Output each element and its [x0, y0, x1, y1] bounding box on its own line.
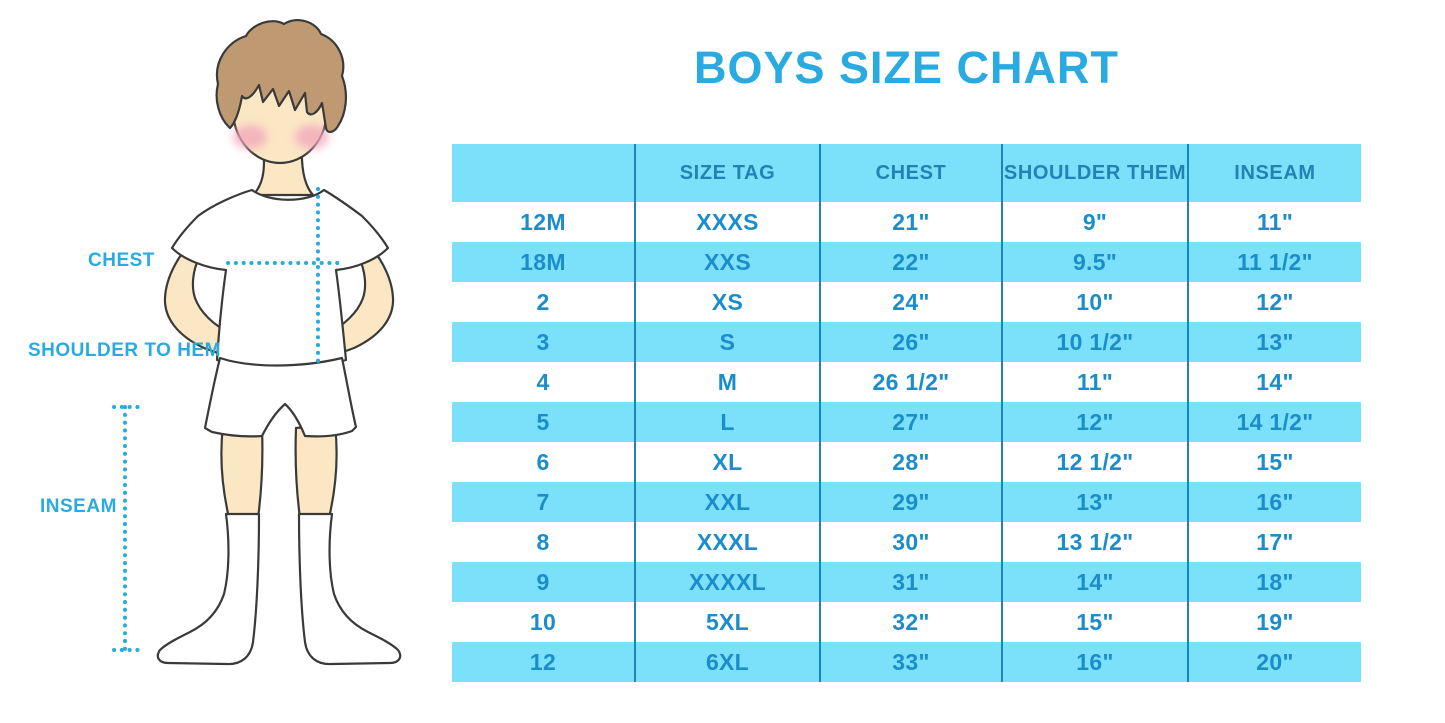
table-cell: 14"	[1187, 362, 1361, 402]
table-cell: 26 1/2"	[819, 362, 1001, 402]
table-cell: XXL	[634, 482, 819, 522]
page-title: BOYS SIZE CHART	[693, 42, 1120, 93]
table-cell: 27"	[819, 402, 1001, 442]
table-cell: 16"	[1001, 642, 1187, 682]
table-row: 4 M 26 1/2" 11" 14"	[452, 362, 1361, 402]
table-cell: 15"	[1187, 442, 1361, 482]
table-cell: 32"	[819, 602, 1001, 642]
table-cell: 14"	[1001, 562, 1187, 602]
table-cell: XXXXL	[634, 562, 819, 602]
table-cell: 8	[536, 528, 550, 555]
table-cell: XXS	[634, 242, 819, 282]
table-cell: 26"	[819, 322, 1001, 362]
right-leg	[294, 423, 338, 520]
table-cell: 24"	[819, 282, 1001, 322]
table-cell: 20"	[1187, 642, 1361, 682]
table-cell: 18M	[520, 248, 566, 275]
table-cell: 12"	[1187, 282, 1361, 322]
header-cell: SHOULDER THEM	[1001, 144, 1187, 202]
header-cell: CHEST	[819, 144, 1001, 202]
table-cell: 10"	[1001, 282, 1187, 322]
table-cell: 12"	[1001, 402, 1187, 442]
right-sock	[297, 512, 402, 666]
table-cell: 17"	[1187, 522, 1361, 562]
table-cell: 7	[536, 488, 550, 515]
table-cell: 31"	[819, 562, 1001, 602]
table-cell: 9"	[1001, 202, 1187, 242]
size-table: SIZE TAG CHEST SHOULDER THEM INSEAM 12M XXXS…	[452, 144, 1361, 682]
shoulder-to-hem-label: SHOULDER TO HEM	[28, 340, 221, 361]
table-cell: 12M	[520, 208, 566, 235]
table-cell: 29"	[819, 482, 1001, 522]
header-cell: INSEAM	[1187, 144, 1361, 202]
table-cell: 6	[536, 448, 550, 475]
table-cell: 11"	[1001, 362, 1187, 402]
table-cell: 9	[536, 568, 550, 595]
table-header-row: SIZE TAG CHEST SHOULDER THEM INSEAM	[452, 144, 1361, 202]
left-leg	[220, 423, 264, 520]
table-cell: 13 1/2"	[1001, 522, 1187, 562]
table-row: 12M XXXS 21" 9" 11"	[452, 202, 1361, 242]
table-cell: 19"	[1187, 602, 1361, 642]
table-cell: 33"	[819, 642, 1001, 682]
table-cell: XXXL	[634, 522, 819, 562]
table-cell: 12 1/2"	[1001, 442, 1187, 482]
table-row: 18M XXS 22" 9.5" 11 1/2"	[452, 242, 1361, 282]
table-cell: 10 1/2"	[1001, 322, 1187, 362]
boy-figure-illustration	[112, 19, 402, 666]
table-row: 3 S 26" 10 1/2" 13"	[452, 322, 1361, 362]
table-cell: 5XL	[634, 602, 819, 642]
table-cell: 3	[536, 328, 550, 355]
table-cell: 16"	[1187, 482, 1361, 522]
table-cell: 11"	[1187, 202, 1361, 242]
left-sock	[156, 512, 261, 666]
table-cell: 4	[536, 368, 550, 395]
table-cell: XL	[634, 442, 819, 482]
table-cell: 9.5"	[1001, 242, 1187, 282]
inseam-label: INSEAM	[40, 496, 117, 517]
table-cell: 21"	[819, 202, 1001, 242]
table-cell: 11 1/2"	[1187, 242, 1361, 282]
table-cell: 10	[529, 608, 557, 635]
table-row: 10 5XL 32" 15" 19"	[452, 602, 1361, 642]
table-row: 7 XXL 29" 13" 16"	[452, 482, 1361, 522]
table-cell: XXXS	[634, 202, 819, 242]
blush-right-cheek	[295, 125, 329, 149]
table-cell: 14 1/2"	[1187, 402, 1361, 442]
table-cell: 5	[536, 408, 550, 435]
size-table-body: 12M XXXS 21" 9" 11" 18M XXS 22" 9.5" 11 1/2" 2 XS 24…	[452, 202, 1361, 682]
blush-left-cheek	[233, 125, 267, 149]
shorts	[203, 356, 358, 438]
table-row: 2 XS 24" 10" 12"	[452, 282, 1361, 322]
hair	[215, 19, 348, 133]
table-cell: 6XL	[634, 642, 819, 682]
table-row: 9 XXXXL 31" 14" 18"	[452, 562, 1361, 602]
header-cell	[452, 144, 634, 202]
table-row: 12 6XL 33" 16" 20"	[452, 642, 1361, 682]
table-cell: S	[634, 322, 819, 362]
table-cell: 15"	[1001, 602, 1187, 642]
table-cell: 12	[529, 648, 557, 675]
chest-label: CHEST	[88, 250, 155, 271]
table-cell: 13"	[1001, 482, 1187, 522]
table-cell: 13"	[1187, 322, 1361, 362]
table-cell: 2	[536, 288, 550, 315]
left-arm	[163, 236, 234, 358]
table-row: 6 XL 28" 12 1/2" 15"	[452, 442, 1361, 482]
table-cell: XS	[634, 282, 819, 322]
table-cell: L	[634, 402, 819, 442]
table-cell: 28"	[819, 442, 1001, 482]
table-cell: M	[634, 362, 819, 402]
table-row: 8 XXXL 30" 13 1/2" 17"	[452, 522, 1361, 562]
header-cell: SIZE TAG	[634, 144, 819, 202]
table-cell: 18"	[1187, 562, 1361, 602]
table-cell: 30"	[819, 522, 1001, 562]
table-cell: 22"	[819, 242, 1001, 282]
table-row: 5 L 27" 12" 14 1/2"	[452, 402, 1361, 442]
